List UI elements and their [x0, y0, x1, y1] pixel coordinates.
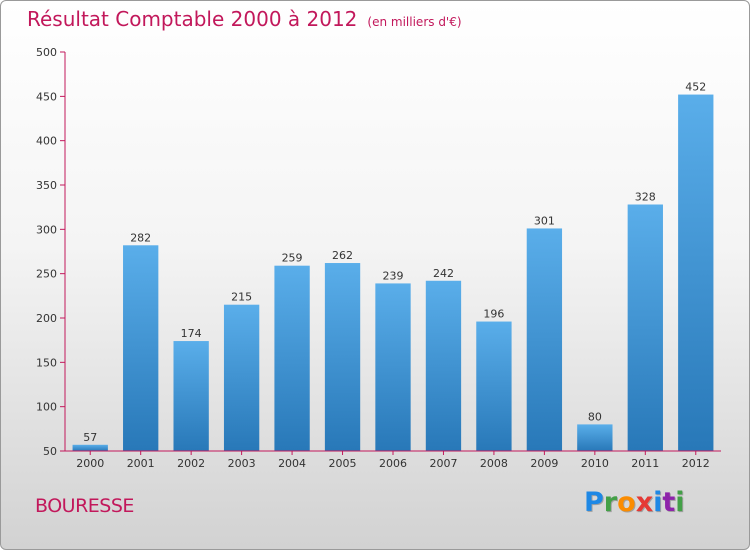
logo-letter: x	[635, 487, 654, 518]
chart-subtitle: (en milliers d'€)	[367, 15, 462, 29]
x-tick-label: 2010	[581, 457, 609, 470]
bar-value-label: 174	[181, 327, 202, 340]
bar-value-label: 328	[635, 191, 656, 204]
bar-2004	[274, 265, 310, 451]
bar-value-label: 301	[534, 214, 555, 227]
y-tick-label: 350	[36, 179, 57, 192]
bar-2003	[223, 304, 260, 451]
y-axis: 50 100 150 200 250 300 350 400 450 500	[36, 46, 66, 458]
bar-2000	[72, 444, 108, 451]
bar-value-label: 262	[332, 249, 353, 262]
bar-2012	[678, 94, 714, 451]
bar-value-label: 196	[483, 308, 504, 321]
y-tick-label: 300	[36, 223, 57, 236]
x-tick-label: 2000	[76, 457, 104, 470]
y-tick-label: 200	[36, 312, 57, 325]
logo-letter: o	[617, 487, 636, 518]
bar-2009	[526, 228, 563, 451]
bar-value-label: 239	[383, 269, 404, 282]
y-tick-label: 50	[43, 445, 57, 458]
x-tick-label: 2011	[631, 457, 659, 470]
bar-2006	[375, 283, 411, 451]
bar-2008	[476, 321, 512, 451]
bar-value-label: 215	[231, 291, 252, 304]
x-tick-label: 2007	[429, 457, 457, 470]
y-tick-label: 400	[36, 135, 57, 148]
bar-value-label: 282	[130, 231, 151, 244]
bars: 57 282 174 215 259 262 239 242 196 301 80 328 452	[72, 81, 714, 451]
x-tick-label: 2001	[127, 457, 155, 470]
y-tick-label: 150	[36, 356, 57, 369]
y-tick-label: 100	[36, 401, 57, 414]
logo-letter: i	[675, 487, 685, 518]
bar-2001	[123, 245, 159, 451]
bar-value-label: 80	[588, 410, 602, 423]
y-tick-label: 450	[36, 90, 57, 103]
proxiti-logo: Proxiti	[584, 487, 685, 518]
bar-value-label: 57	[83, 431, 97, 444]
x-tick-label: 2009	[530, 457, 558, 470]
x-tick-label: 2003	[228, 457, 256, 470]
bar-value-label: 259	[282, 252, 303, 265]
y-tick-label: 500	[36, 46, 57, 59]
logo-letter: i	[653, 487, 663, 518]
commune-name: BOURESSE	[35, 495, 134, 517]
bar-2007	[425, 280, 462, 451]
bar-2005	[324, 263, 361, 451]
logo-letter: t	[662, 487, 676, 518]
bar-2011	[627, 204, 663, 451]
y-tick-label: 250	[36, 268, 57, 281]
chart-title: Résultat Comptable 2000 à 2012 (en millie…	[27, 7, 462, 31]
x-tick-label: 2006	[379, 457, 407, 470]
bar-2010	[577, 424, 613, 451]
bar-2002	[173, 341, 209, 451]
logo-letter: P	[584, 487, 604, 518]
x-tick-label: 2012	[682, 457, 710, 470]
logo-letter: r	[603, 487, 618, 518]
x-tick-label: 2005	[329, 457, 357, 470]
x-tick-label: 2002	[177, 457, 205, 470]
chart-title-text: Résultat Comptable 2000 à 2012	[27, 7, 358, 31]
bar-value-label: 242	[433, 267, 454, 280]
bar-value-label: 452	[685, 81, 706, 94]
x-axis: 2000 2001 2002 2003 2004 2005 2006 2007 2008 2009…	[65, 450, 721, 470]
x-tick-label: 2008	[480, 457, 508, 470]
x-tick-label: 2004	[278, 457, 306, 470]
